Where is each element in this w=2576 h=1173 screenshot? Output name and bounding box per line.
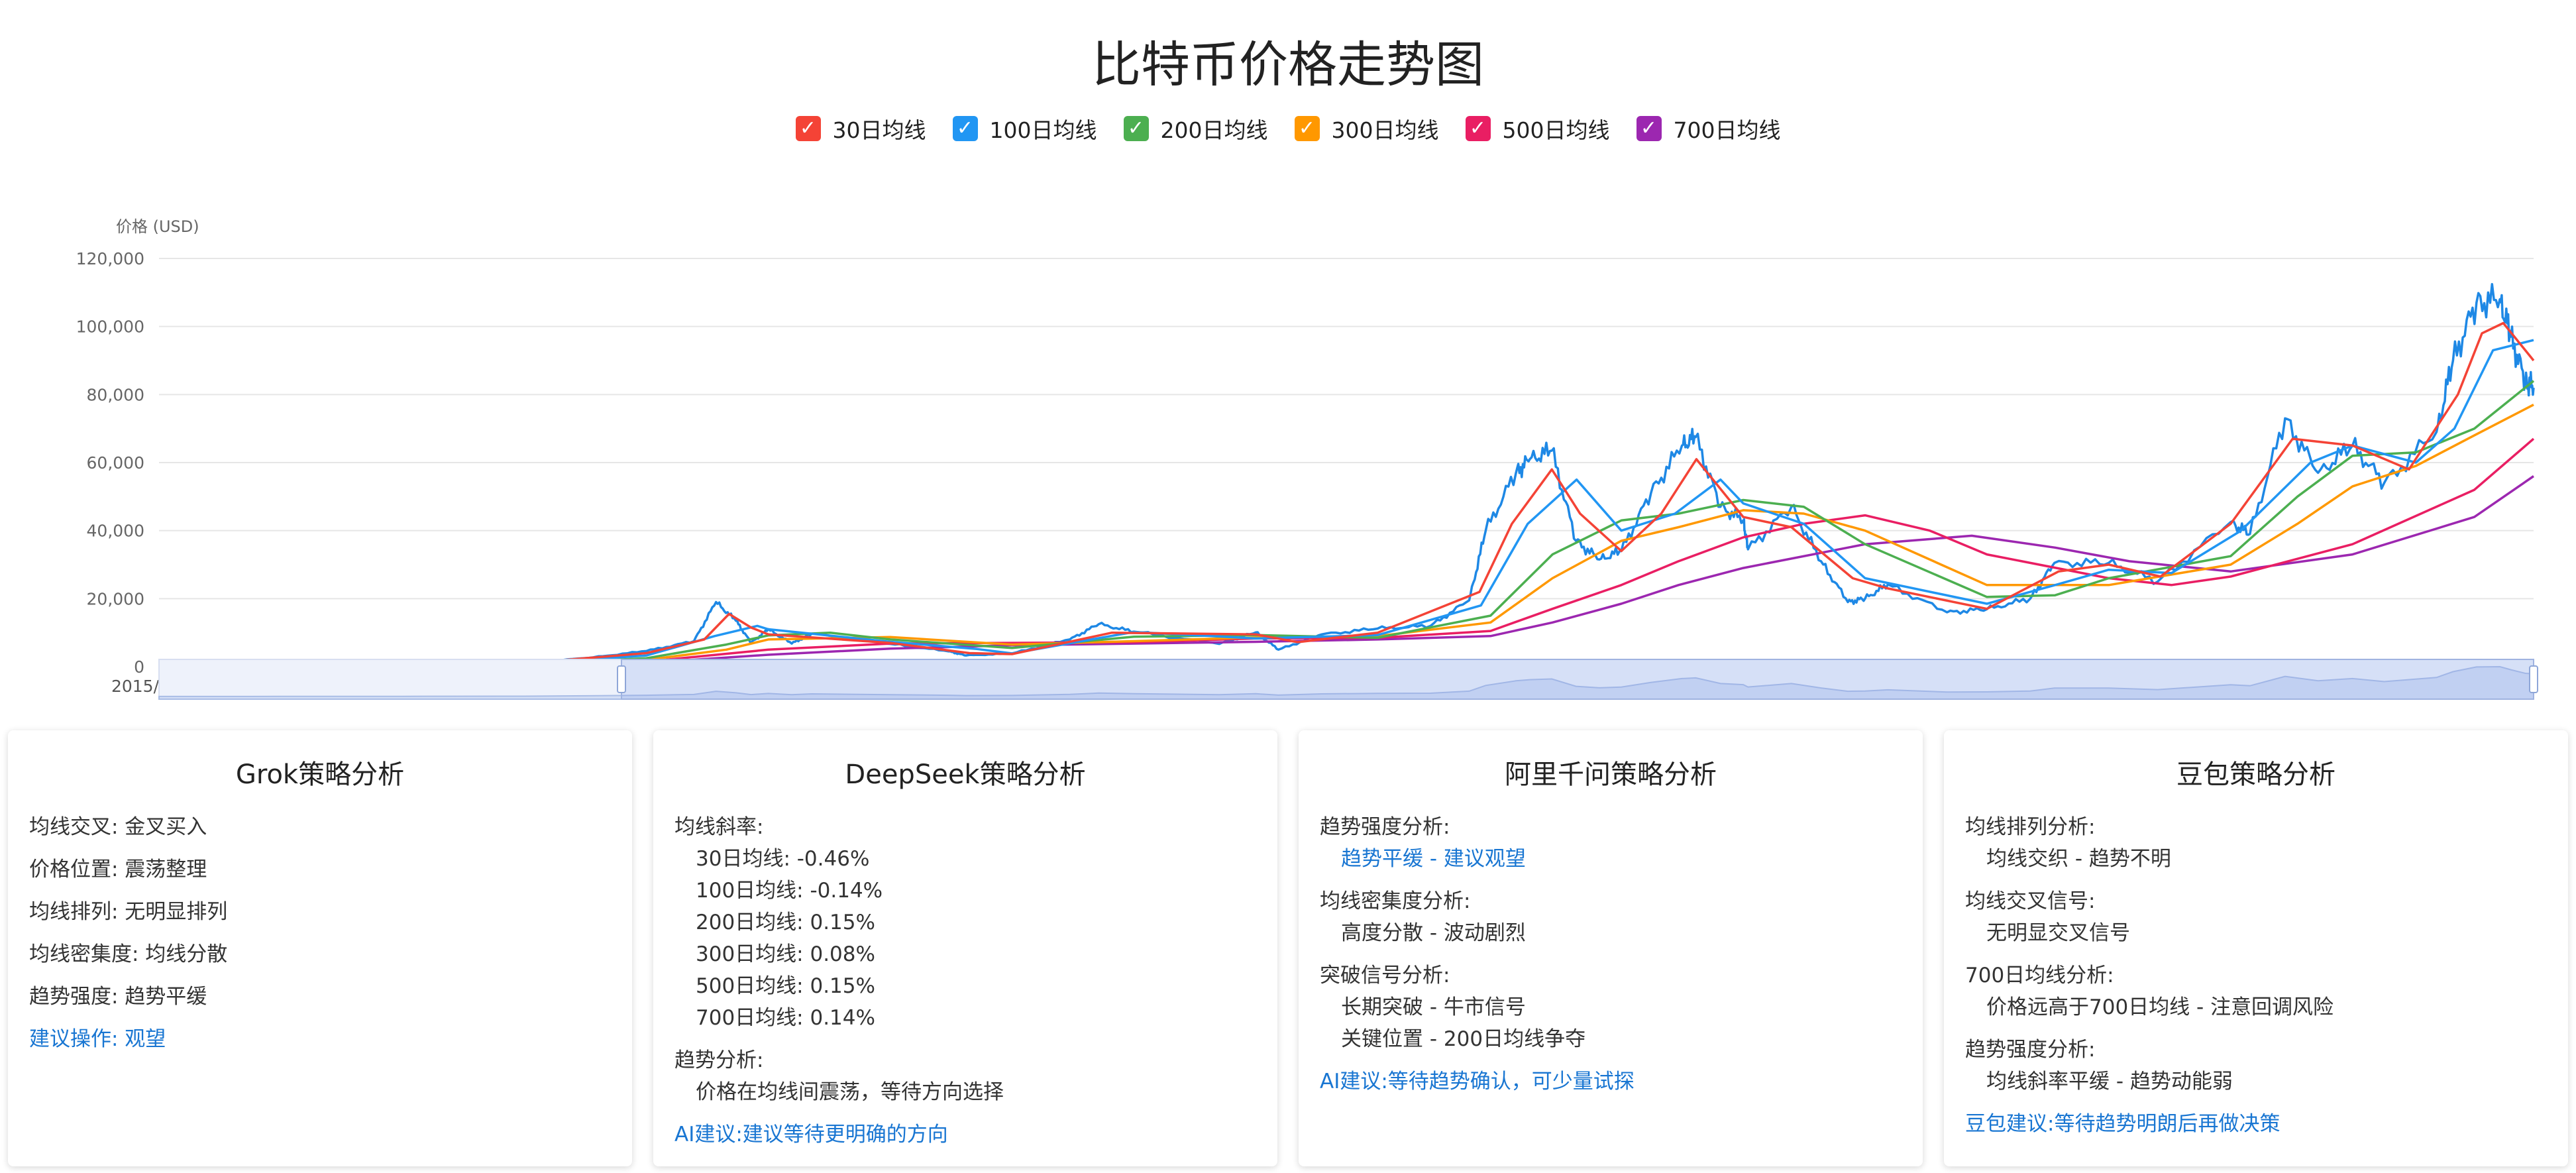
legend-label: 30日均线 xyxy=(832,117,926,143)
legend-item-0[interactable]: ✓ 30日均线 xyxy=(795,113,926,144)
series-line xyxy=(158,404,2534,667)
card-line: 300日均线: 0.08% xyxy=(696,942,875,966)
y-tick-label: 120,000 xyxy=(76,249,144,268)
card-line: 700日均线分析: xyxy=(1965,964,2114,987)
zoom-slider-window[interactable] xyxy=(621,659,2534,700)
strategy-card-1: DeepSeek策略分析均线斜率: 30日均线: -0.46% 100日均线: -0… xyxy=(653,730,1277,1166)
card-title: DeepSeek策略分析 xyxy=(845,759,1086,790)
card-line: 均线交叉信号: xyxy=(1965,889,2096,913)
checkbox-checked-icon[interactable]: ✓ xyxy=(1123,116,1149,141)
card-line: 高度分散 - 波动剧烈 xyxy=(1341,921,1526,945)
legend-item-3[interactable]: ✓ 300日均线 xyxy=(1294,113,1439,144)
zoom-slider-right-handle[interactable] xyxy=(2529,665,2538,693)
legend-label: 500日均线 xyxy=(1502,117,1610,143)
recommendation-link[interactable]: 豆包建议:等待趋势明朗后再做决策 xyxy=(1965,1112,2281,1136)
strategy-cards: Grok策略分析 均线交叉: 金叉买入 价格位置: 震荡整理 均线排列: 无明显排列均… xyxy=(8,730,2568,1166)
legend-label: 200日均线 xyxy=(1160,117,1268,143)
legend-label: 100日均线 xyxy=(989,117,1097,143)
card-line: 均线斜率平缓 - 趋势动能弱 xyxy=(1986,1070,2233,1093)
y-tick-label: 20,000 xyxy=(87,589,144,608)
card-title: 阿里千问策略分析 xyxy=(1505,759,1717,790)
series-line xyxy=(158,437,2535,667)
y-tick-label: 100,000 xyxy=(76,317,144,337)
checkbox-checked-icon[interactable]: ✓ xyxy=(1636,116,1662,141)
zoom-slider-left-handle[interactable] xyxy=(617,665,626,693)
checkbox-checked-icon[interactable]: ✓ xyxy=(795,116,821,141)
card-line: 长期突破 - 牛市信号 xyxy=(1341,995,1526,1019)
checkbox-checked-icon[interactable]: ✓ xyxy=(1294,116,1320,141)
legend-item-1[interactable]: ✓ 100日均线 xyxy=(952,113,1097,144)
legend-label: 700日均线 xyxy=(1673,117,1781,143)
card-line: 价格远高于700日均线 - 注意回调风险 xyxy=(1986,995,2334,1019)
card-line: 趋势强度: 趋势平缓 xyxy=(29,985,207,1009)
y-tick-label: 0 xyxy=(134,657,144,677)
card-line: 100日均线: -0.14% xyxy=(696,879,883,903)
y-tick-label: 80,000 xyxy=(87,385,144,404)
recommendation-link[interactable]: 趋势平缓 - 建议观望 xyxy=(1341,847,1526,871)
card-line: 趋势分析: xyxy=(674,1048,764,1072)
price-line xyxy=(158,282,2535,667)
card-line: 均线密集度分析: xyxy=(1320,889,1471,913)
card-line: 价格位置: 震荡整理 xyxy=(29,858,207,881)
y-tick-label: 40,000 xyxy=(87,522,144,541)
y-axis-label: 价格 (USD) xyxy=(116,217,199,236)
y-tick-label: 60,000 xyxy=(87,453,144,473)
card-line: 价格在均线间震荡，等待方向选择 xyxy=(696,1080,1004,1104)
card-title: 豆包策略分析 xyxy=(2176,759,2335,790)
checkbox-checked-icon[interactable]: ✓ xyxy=(1465,116,1491,141)
strategy-card-0: Grok策略分析均线交叉: 金叉买入 价格位置: 震荡整理 均线排列: 无明显排列均… xyxy=(8,730,632,1166)
card-line: 趋势强度分析: xyxy=(1320,815,1450,839)
card-line: 突破信号分析: xyxy=(1320,964,1450,987)
checkbox-checked-icon[interactable]: ✓ xyxy=(952,116,978,141)
card-line: 均线交织 - 趋势不明 xyxy=(1986,847,2171,871)
card-line: 关键位置 - 200日均线争夺 xyxy=(1341,1027,1586,1051)
price-chart[interactable]: 价格 (USD) 0 20,000 40,000 60,000 80,000 100,000… xyxy=(0,212,2576,722)
card-line: 均线排列分析: xyxy=(1965,815,2096,839)
card-line: 700日均线: 0.14% xyxy=(696,1006,875,1030)
recommendation-link[interactable]: AI建议:建议等待更明确的方向 xyxy=(674,1123,948,1146)
card-title: Grok策略分析 xyxy=(235,759,405,790)
card-line: 均线排列: 无明显排列 xyxy=(29,900,228,924)
strategy-card-3: 豆包策略分析均线排列分析: 均线交织 - 趋势不明均线交叉信号: 无明显交叉信号 70… xyxy=(1944,730,2568,1166)
card-line: 500日均线: 0.15% xyxy=(696,974,875,998)
legend-item-2[interactable]: ✓ 200日均线 xyxy=(1123,113,1268,144)
series-line xyxy=(158,339,2534,667)
strategy-card-2: 阿里千问策略分析趋势强度分析: 趋势平缓 - 建议观望均线密集度分析: 高度分散 -… xyxy=(1299,730,1923,1166)
card-line: 无明显交叉信号 xyxy=(1986,921,2130,945)
legend-item-5[interactable]: ✓ 700日均线 xyxy=(1636,113,1781,144)
legend-label: 300日均线 xyxy=(1331,117,1439,143)
legend: ✓ 30日均线 ✓ 100日均线 ✓ 200日均线 ✓ 300日均线 ✓ 500日均线 ✓ 700日均… xyxy=(0,113,2576,144)
recommendation-link[interactable]: AI建议:等待趋势确认，可少量试探 xyxy=(1320,1070,1635,1093)
card-line: 均线斜率: xyxy=(674,815,764,839)
legend-item-4[interactable]: ✓ 500日均线 xyxy=(1465,113,1610,144)
chart-title: 比特币价格走势图 xyxy=(1092,36,1484,93)
card-line: 均线密集度: 均线分散 xyxy=(29,942,228,966)
series-line xyxy=(158,321,2535,667)
card-line: 均线交叉: 金叉买入 xyxy=(29,815,207,839)
recommendation-link[interactable]: 建议操作: 观望 xyxy=(29,1027,166,1051)
zoom-slider-preview xyxy=(158,665,2534,700)
card-line: 趋势强度分析: xyxy=(1965,1038,2096,1062)
series-line xyxy=(158,380,2535,667)
card-line: 30日均线: -0.46% xyxy=(696,847,870,871)
card-line: 200日均线: 0.15% xyxy=(696,911,875,934)
